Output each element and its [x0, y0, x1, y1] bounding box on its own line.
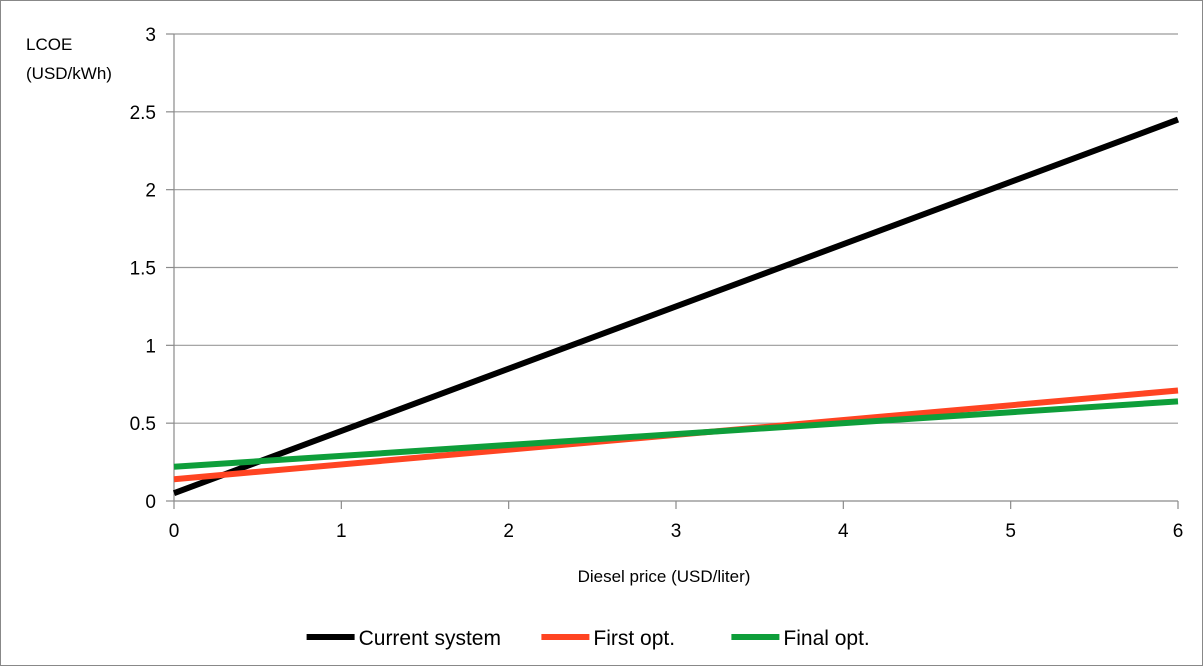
x-tick-label: 6	[1173, 521, 1184, 542]
legend-label-1: Current system	[359, 627, 501, 650]
legend-label-2: First opt.	[593, 627, 675, 650]
y-tick-label: 0	[145, 492, 156, 513]
x-tick-label: 4	[838, 521, 849, 542]
axes: 0 0.5 1 1.5 2 2.5 3 0 1 2 3 4 5 6	[130, 25, 1184, 542]
x-tick-label: 2	[503, 521, 514, 542]
legend-label-3: Final opt.	[783, 627, 869, 650]
y-tick-label: 0.5	[130, 414, 156, 435]
gridlines	[174, 34, 1178, 423]
x-tick-label: 0	[169, 521, 180, 542]
y-tick-label: 1	[145, 336, 156, 357]
y-tick-label: 2.5	[130, 103, 156, 124]
y-tick-label: 3	[145, 25, 156, 46]
y-axis-title-line-1: LCOE	[26, 35, 72, 54]
series-lines	[174, 120, 1178, 494]
x-tick-label: 3	[671, 521, 682, 542]
y-tick-label: 1.5	[130, 259, 156, 280]
legend: Current system First opt. Final opt.	[307, 627, 870, 650]
y-tick-label: 2	[145, 181, 156, 202]
x-tick-label: 5	[1005, 521, 1016, 542]
y-axis-title-line-2: (USD/kWh)	[26, 64, 112, 83]
x-axis-title: Diesel price (USD/liter)	[578, 567, 751, 586]
x-tick-label: 1	[336, 521, 347, 542]
